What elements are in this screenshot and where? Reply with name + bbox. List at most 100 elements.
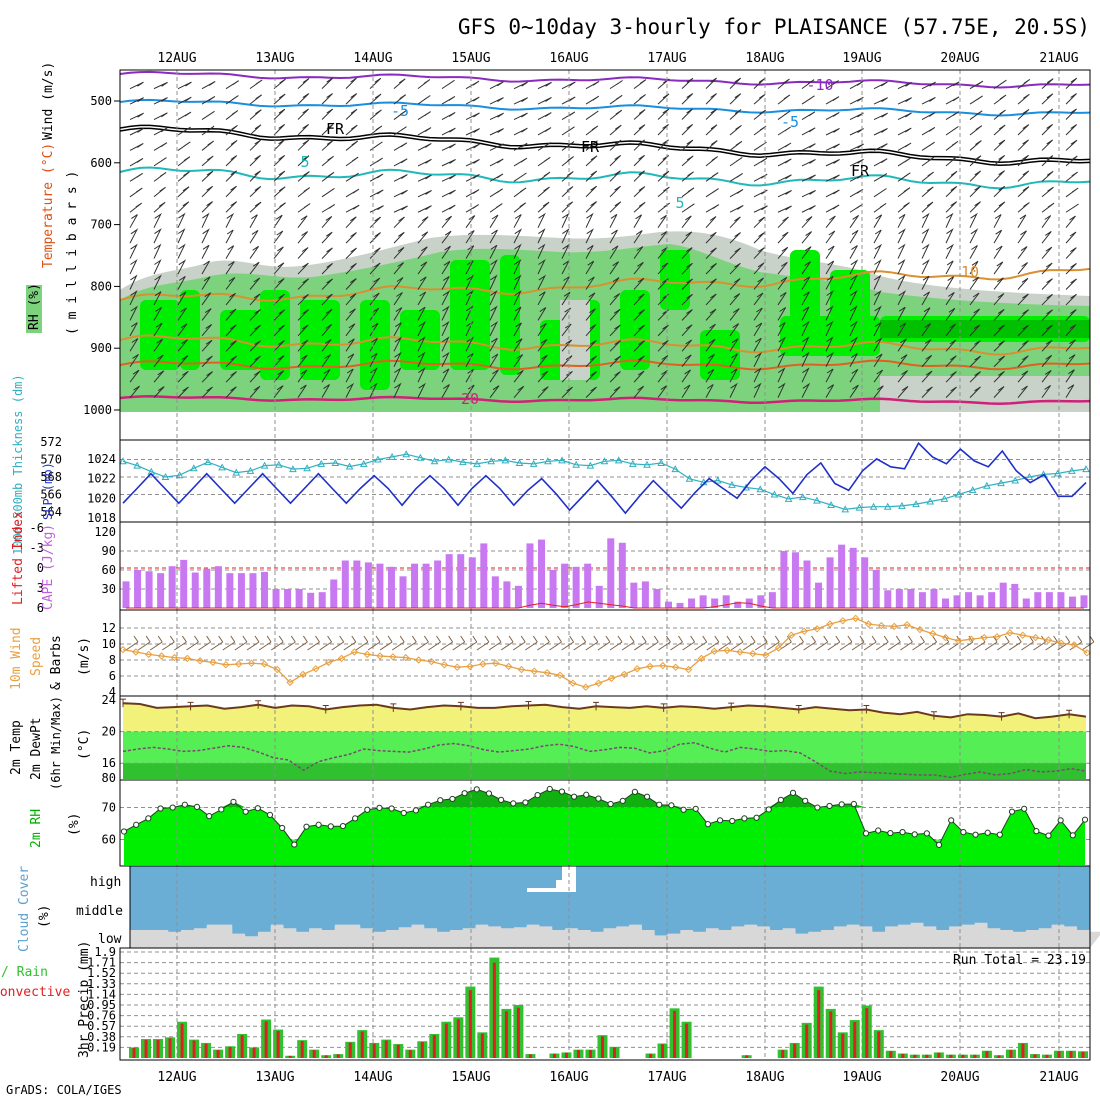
wind-barb <box>945 228 954 244</box>
rh-dry-pocket <box>560 300 590 380</box>
wind10m-barb-47 <box>694 635 708 651</box>
wind-barb <box>297 78 310 90</box>
wind-barb <box>681 339 693 352</box>
temp2m-errorbar-52 <box>998 712 1005 721</box>
wind-barb <box>873 369 884 383</box>
wind-barb <box>705 278 717 290</box>
precip-conv-bar-32 <box>516 1007 520 1058</box>
wind-barb <box>753 292 764 306</box>
wind-barb <box>249 245 260 259</box>
precip-conv-bar-36 <box>564 1052 568 1058</box>
rh2m-point-53 <box>765 806 772 813</box>
wind10m-barb-50 <box>730 635 744 651</box>
wind-barb <box>753 109 767 120</box>
wind-barb <box>897 187 911 198</box>
precip-conv-bar-12 <box>276 1030 280 1058</box>
temp2m-line <box>122 702 1087 720</box>
cape-bar-69 <box>918 592 926 608</box>
wind-barb <box>681 384 691 398</box>
thickness-point-3 <box>161 472 170 480</box>
li-tick: 3 <box>37 581 44 595</box>
wind-barb <box>201 355 213 368</box>
wind10m-point-7 <box>209 658 217 667</box>
wind-barb <box>225 308 237 321</box>
wind-barb <box>297 123 309 136</box>
cape-bar-46 <box>653 589 661 608</box>
wind-barb <box>777 231 789 244</box>
wind-barb <box>345 204 360 213</box>
wind-barb <box>1065 77 1078 89</box>
wind-barb <box>753 232 765 244</box>
wind-barb <box>585 212 594 228</box>
wind-barb <box>537 338 548 352</box>
wind-barb <box>537 354 548 368</box>
wind-barb <box>945 185 958 198</box>
wind-barb <box>633 246 644 259</box>
cape-bar-26 <box>422 563 430 608</box>
upper-ylabel-temperature: Temperature (°C) <box>41 143 56 268</box>
wind-barb <box>441 111 456 120</box>
wind-barb <box>369 189 384 198</box>
wind-barb <box>921 171 935 182</box>
wind-barb <box>369 173 384 182</box>
cape-bar-18 <box>330 579 338 608</box>
wind-barb <box>777 94 791 105</box>
wind-barb <box>441 174 456 182</box>
wind-barb <box>897 112 912 120</box>
thickness-point-54 <box>883 502 892 510</box>
thickness-point-52 <box>855 503 864 511</box>
wind-barb <box>465 158 480 167</box>
cape-bar-16 <box>307 592 315 608</box>
wind-barb <box>921 275 930 290</box>
rh2m-tick: 70 <box>102 801 116 815</box>
wind-barb <box>393 292 403 306</box>
rh-moist-patch-17 <box>780 316 880 356</box>
wind-barb <box>153 386 165 398</box>
wind-barb <box>657 139 669 151</box>
cape-tick: 60 <box>102 563 116 577</box>
wind10m-barb-4 <box>174 635 187 651</box>
wind-barb <box>441 189 456 198</box>
wind-barb <box>249 324 261 337</box>
wind-barb <box>273 78 286 90</box>
wind-barb <box>129 187 143 198</box>
cape-bar-23 <box>387 566 395 608</box>
wind-barb <box>849 203 863 213</box>
ts-ylabel-slp: SLP (mb) <box>41 462 55 520</box>
wind-barb <box>393 94 407 105</box>
wind10m-point-59 <box>877 621 886 630</box>
wind-barb <box>177 201 190 213</box>
rh2m-point-41 <box>619 797 626 804</box>
rh2m-point-28 <box>461 790 468 797</box>
wind-barb <box>393 142 408 151</box>
wind-barb <box>321 171 335 182</box>
wind-barb <box>561 355 573 368</box>
precip-tick-1.33: 1.33 <box>87 977 116 991</box>
wind-barb <box>993 261 1004 275</box>
cape-bar-19 <box>341 560 349 608</box>
wind-barb <box>489 188 503 198</box>
wind-barb <box>369 232 381 244</box>
precip-conv-bar-30 <box>492 962 496 1058</box>
wind-barb <box>945 140 959 151</box>
wind-barb <box>249 170 261 182</box>
wind-barb <box>849 173 864 182</box>
wind-barb <box>753 173 768 182</box>
wind-barb <box>345 353 355 367</box>
wind-barb <box>153 243 162 259</box>
wind-barb <box>345 293 357 306</box>
cape-bar-78 <box>1022 598 1030 608</box>
wind-barb <box>561 307 572 321</box>
wind-barb <box>441 127 456 136</box>
precip-ylabel-2: Convective <box>0 985 70 1000</box>
precip-ylabel-3: 3hr Precip (mm) <box>77 941 92 1058</box>
precip-conv-bar-25 <box>432 1035 436 1058</box>
cape-bar-25 <box>411 563 419 608</box>
wind10m-barb-37 <box>573 635 587 651</box>
wind-barb <box>129 228 139 244</box>
precip-conv-bar-0 <box>132 1047 136 1058</box>
wind10m-barb-17 <box>331 635 345 651</box>
li-tick: -3 <box>30 541 44 555</box>
cape-bar-79 <box>1034 592 1042 608</box>
